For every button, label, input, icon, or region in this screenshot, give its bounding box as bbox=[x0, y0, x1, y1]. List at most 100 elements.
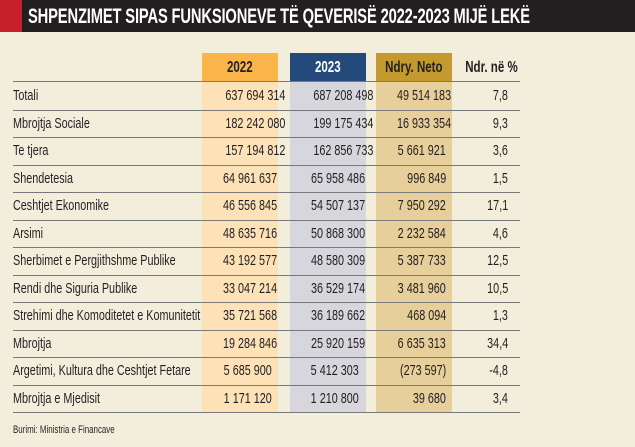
cell-2023: 36 189 662 bbox=[290, 302, 365, 330]
cell-2022: 43 192 577 bbox=[202, 247, 277, 275]
row-label: Te tjera bbox=[13, 137, 62, 165]
cell-2022: 637 694 314 bbox=[202, 82, 285, 110]
cell-neto-text: 6 635 313 bbox=[397, 334, 446, 352]
cell-pct: 17,1 bbox=[453, 192, 508, 220]
row-label-text: Strehimi dhe Komoditetet e Komunitetit bbox=[13, 307, 201, 324]
cell-neto: 5 661 921 bbox=[376, 137, 446, 165]
cell-pct-text: 3,6 bbox=[492, 142, 508, 159]
cell-2022-text: 157 194 812 bbox=[225, 142, 286, 159]
header-neto-text: Ndry. Neto bbox=[385, 58, 443, 76]
cell-2023-text: 36 189 662 bbox=[311, 307, 366, 324]
cell-neto: 5 387 733 bbox=[376, 247, 446, 275]
cell-neto-text: 3 481 960 bbox=[397, 279, 446, 297]
table-row: Argetimi, Kultura dhe Ceshtjet Fetare 5 6… bbox=[13, 357, 520, 386]
cell-2022-text: 5 685 900 bbox=[223, 362, 272, 379]
cell-2023: 54 507 137 bbox=[290, 192, 365, 220]
cell-2023: 65 958 486 bbox=[290, 165, 365, 193]
row-label-text: Rendi dhe Siguria Publike bbox=[13, 279, 138, 297]
cell-pct-text: 1,3 bbox=[492, 307, 508, 324]
cell-2023: 48 580 309 bbox=[290, 247, 365, 275]
title-text: SHPENZIMET SIPAS FUNKSIONEVE TË QEVERISË… bbox=[28, 5, 530, 28]
cell-neto-text: 39 680 bbox=[412, 389, 446, 407]
cell-2023-text: 50 868 300 bbox=[311, 224, 366, 242]
cell-pct-text: 7,8 bbox=[492, 87, 508, 104]
cell-2023: 50 868 300 bbox=[290, 220, 365, 248]
accent-strip bbox=[0, 0, 22, 32]
row-label-text: Mbrojtja Sociale bbox=[13, 114, 90, 132]
cell-neto: (273 597) bbox=[376, 357, 446, 385]
table-row: Arsimi 48 635 716 50 868 300 2 232 584 4,6 bbox=[13, 220, 520, 248]
header-divider bbox=[13, 81, 520, 82]
header-2022-text: 2022 bbox=[227, 58, 253, 76]
cell-2022: 5 685 900 bbox=[202, 357, 272, 385]
cell-2023-text: 199 175 434 bbox=[313, 114, 374, 132]
cell-2023-text: 5 412 303 bbox=[310, 362, 359, 379]
cell-pct-text: 34,4 bbox=[486, 334, 508, 352]
cell-pct: 1,3 bbox=[453, 302, 508, 330]
cell-neto-text: 5 387 733 bbox=[397, 252, 446, 269]
header-2023: 2023 bbox=[290, 53, 366, 82]
table-row: Sherbimet e Pergjithshme Publike 43 192 5… bbox=[13, 247, 520, 276]
cell-2022-text: 637 694 314 bbox=[225, 87, 286, 104]
row-label-text: Ceshtjet Ekonomike bbox=[13, 197, 110, 214]
cell-2023-text: 36 529 174 bbox=[311, 279, 366, 297]
cell-neto-text: 49 514 183 bbox=[397, 87, 452, 104]
cell-neto: 49 514 183 bbox=[376, 82, 451, 110]
table-row: Ceshtjet Ekonomike 46 556 845 54 507 137 7 … bbox=[13, 192, 520, 221]
cell-2022-text: 1 171 120 bbox=[223, 389, 272, 407]
cell-2023-text: 1 210 800 bbox=[310, 389, 359, 407]
title-bar bbox=[0, 0, 635, 32]
cell-2022: 33 047 214 bbox=[202, 275, 277, 303]
cell-pct: 3,4 bbox=[453, 385, 508, 413]
cell-pct: 34,4 bbox=[453, 330, 508, 358]
cell-neto-text: 16 933 354 bbox=[397, 114, 452, 132]
cell-neto-text: 5 661 921 bbox=[397, 142, 446, 159]
cell-2022-text: 33 047 214 bbox=[223, 279, 278, 297]
cell-2023-text: 54 507 137 bbox=[311, 197, 366, 214]
cell-2023: 25 920 159 bbox=[290, 330, 365, 358]
cell-2023: 36 529 174 bbox=[290, 275, 365, 303]
cell-2022-text: 64 961 637 bbox=[223, 169, 278, 187]
cell-pct: 7,8 bbox=[453, 82, 508, 110]
row-label: Shendetesia bbox=[13, 165, 96, 193]
row-label-text: Te tjera bbox=[13, 142, 49, 159]
row-label: Mbrojtja e Mjedisit bbox=[13, 385, 134, 413]
row-label: Mbrojtja bbox=[13, 330, 66, 358]
table-row: Mbrojtja e Mjedisit 1 171 120 1 210 800 39 … bbox=[13, 385, 520, 413]
chart-title: SHPENZIMET SIPAS FUNKSIONEVE TË QEVERISË… bbox=[28, 5, 530, 29]
row-label: Argetimi, Kultura dhe Ceshtjet Fetare bbox=[13, 357, 260, 385]
cell-2022-text: 43 192 577 bbox=[223, 252, 278, 269]
row-label-text: Sherbimet e Pergjithshme Publike bbox=[13, 252, 176, 269]
cell-pct: 4,6 bbox=[453, 220, 508, 248]
row-label-text: Mbrojtja bbox=[13, 334, 52, 352]
cell-neto: 3 481 960 bbox=[376, 275, 446, 303]
row-label-text: Shendetesia bbox=[13, 169, 74, 187]
header-2022: 2022 bbox=[202, 53, 278, 82]
cell-neto-text: 2 232 584 bbox=[397, 224, 446, 242]
table-row: Mbrojtja Sociale 182 242 080 199 175 434 16… bbox=[13, 110, 520, 138]
row-label-text: Argetimi, Kultura dhe Ceshtjet Fetare bbox=[13, 362, 191, 379]
cell-2022-text: 48 635 716 bbox=[223, 224, 278, 242]
cell-2023: 5 412 303 bbox=[290, 357, 359, 385]
table-row: Shendetesia 64 961 637 65 958 486 996 849 1,… bbox=[13, 165, 520, 193]
cell-pct: 9,3 bbox=[453, 110, 508, 138]
column-2023-bg bbox=[290, 82, 366, 412]
cell-2022-text: 19 284 846 bbox=[223, 334, 278, 352]
cell-neto: 6 635 313 bbox=[376, 330, 446, 358]
cell-2023: 1 210 800 bbox=[290, 385, 359, 413]
table-row: Totali 637 694 314 687 208 498 49 514 183 7,… bbox=[13, 82, 520, 111]
table-row: Rendi dhe Siguria Publike 33 047 214 36 52… bbox=[13, 275, 520, 303]
cell-pct: 1,5 bbox=[453, 165, 508, 193]
row-label-text: Mbrojtja e Mjedisit bbox=[13, 389, 101, 407]
cell-neto: 16 933 354 bbox=[376, 110, 451, 138]
row-label-text: Arsimi bbox=[13, 224, 44, 242]
cell-pct-text: 17,1 bbox=[486, 197, 508, 214]
column-2022-bg bbox=[202, 82, 278, 412]
cell-pct: 3,6 bbox=[453, 137, 508, 165]
cell-neto: 468 094 bbox=[376, 302, 446, 330]
cell-pct-text: -4,8 bbox=[489, 362, 508, 379]
cell-2022: 46 556 845 bbox=[202, 192, 277, 220]
cell-2023-text: 687 208 498 bbox=[313, 87, 374, 104]
header-pct: Ndr. në % bbox=[455, 53, 527, 82]
cell-neto: 2 232 584 bbox=[376, 220, 446, 248]
